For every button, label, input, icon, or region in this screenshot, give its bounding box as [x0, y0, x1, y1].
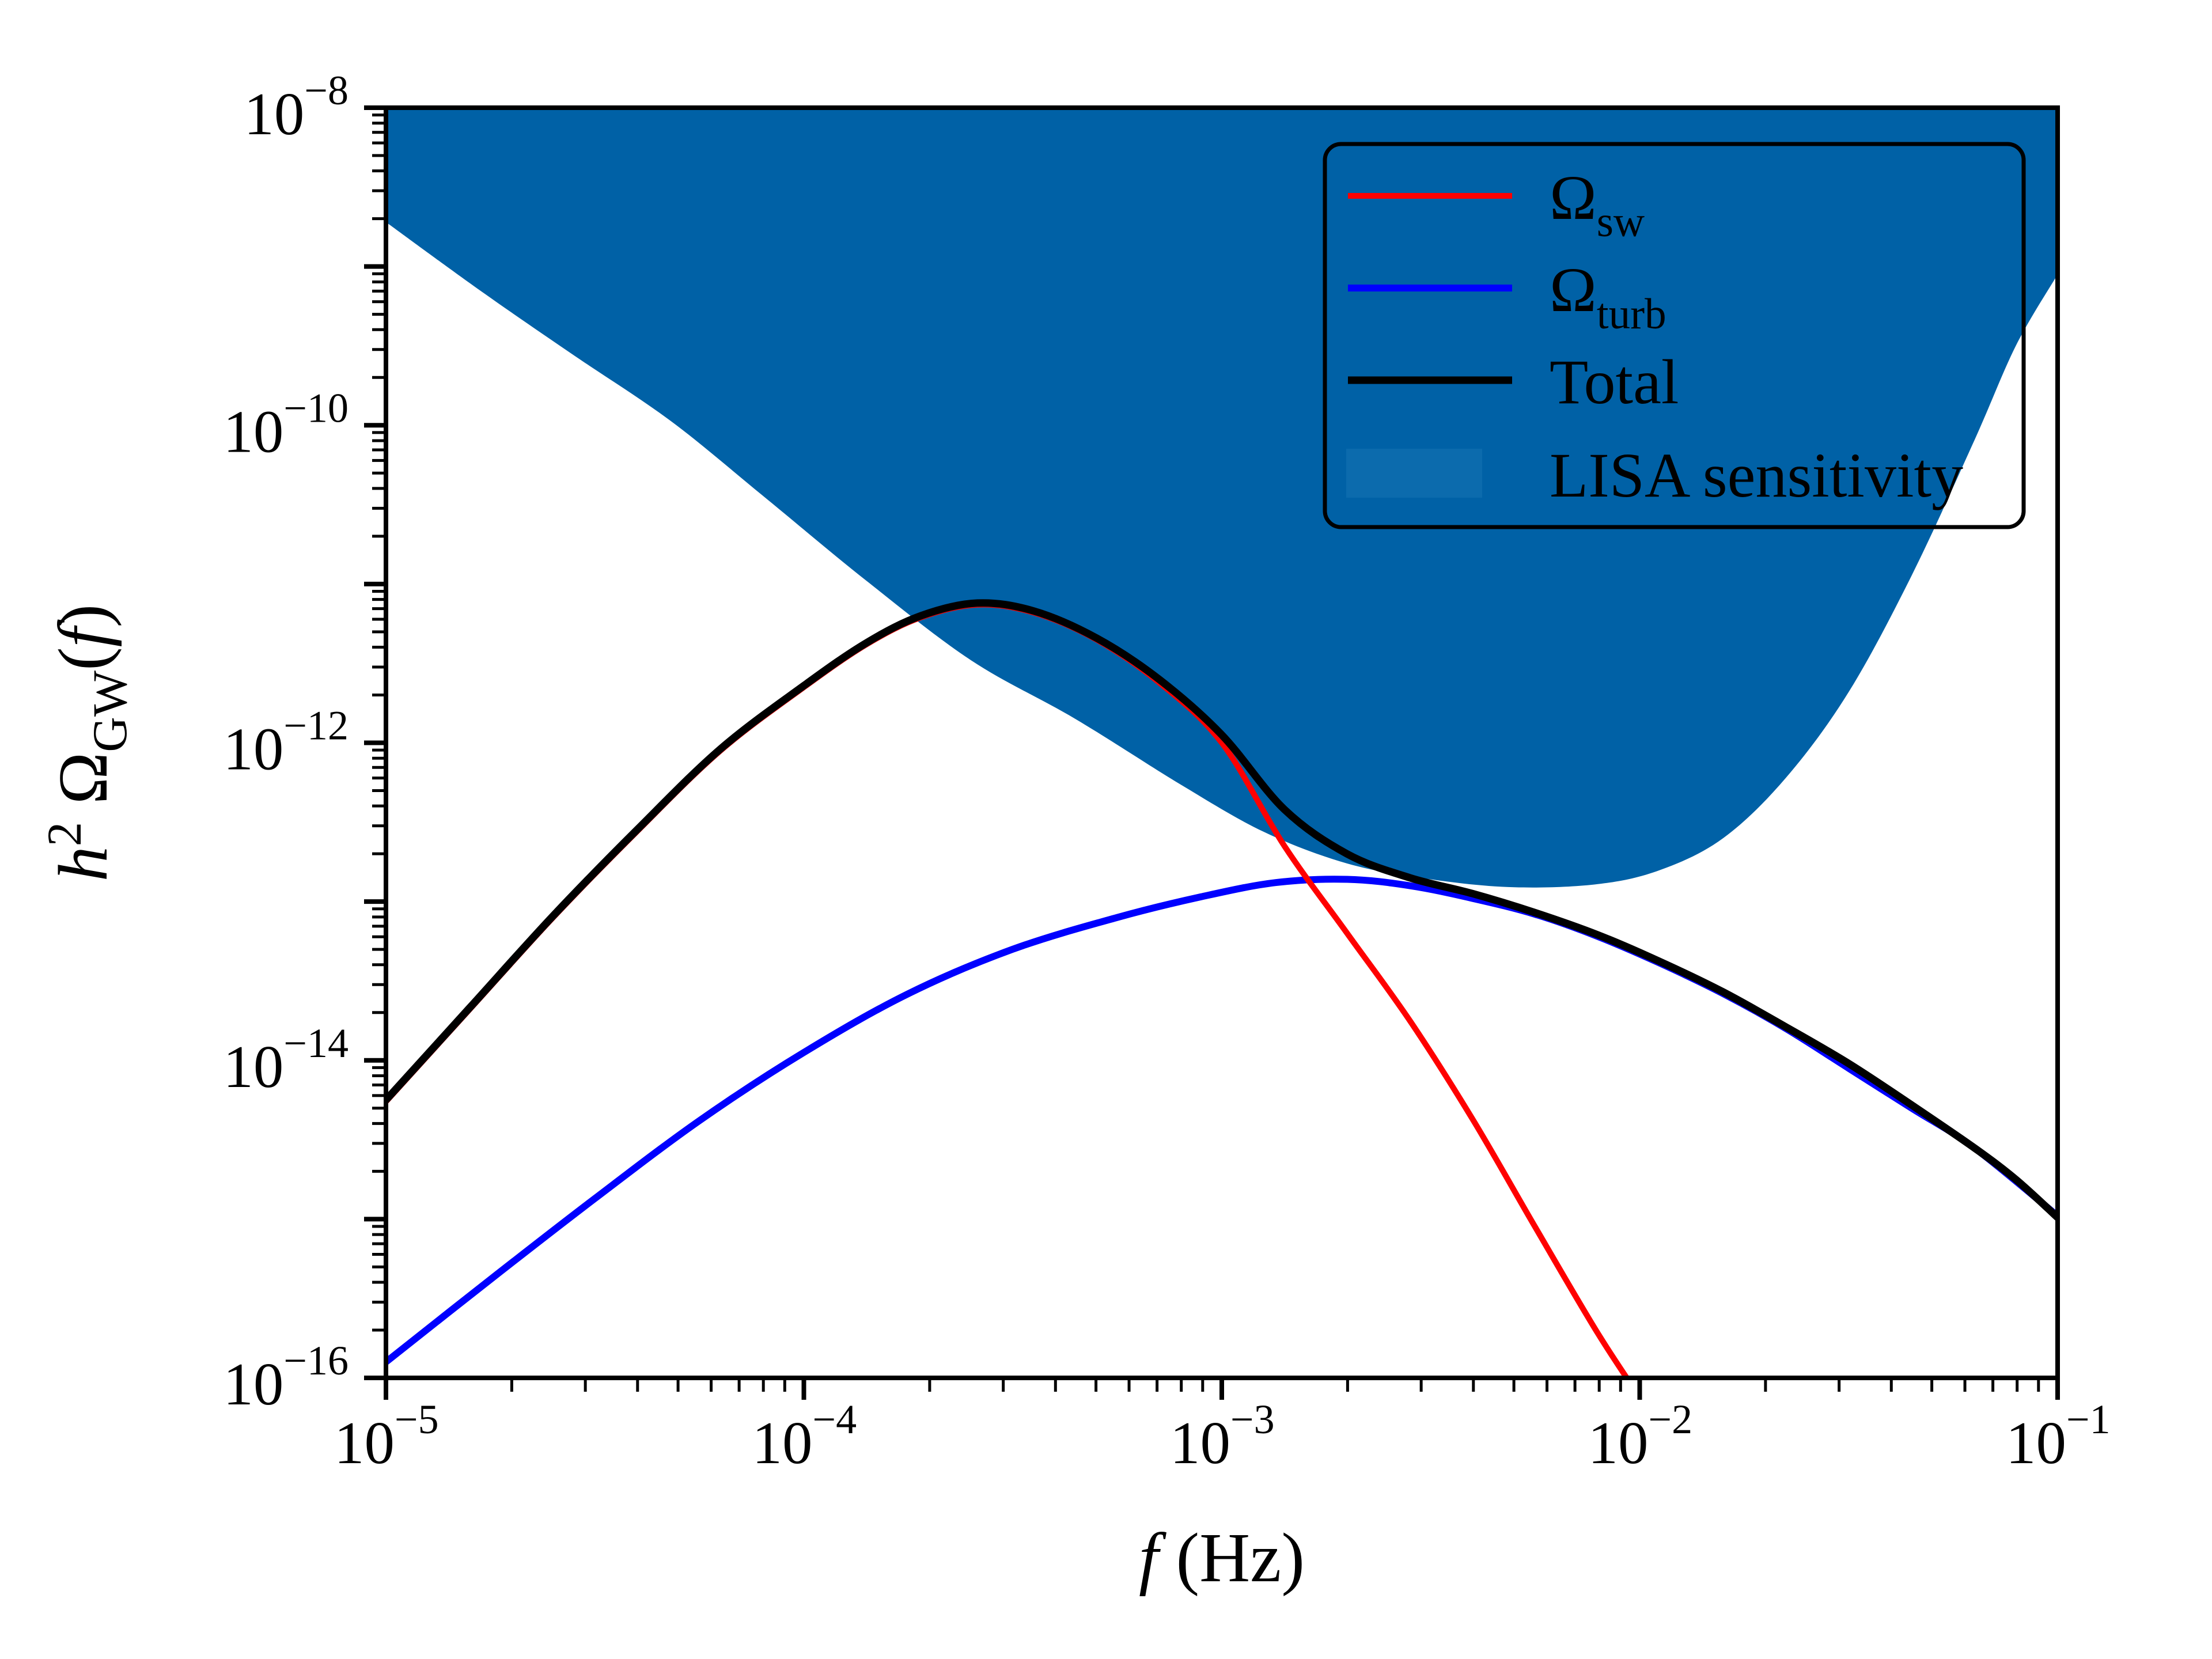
tick-label-exponent: −4	[813, 1396, 857, 1442]
y-axis-label: h2 ΩGW(f)	[37, 604, 137, 881]
legend-label: Total	[1550, 347, 1679, 417]
ticks	[364, 105, 2060, 1400]
tick-label-exponent: −1	[2066, 1396, 2111, 1442]
axis-label-part: )	[44, 604, 122, 628]
x-tick-label: 10−3	[1170, 1396, 1275, 1476]
tick-label-base: 10	[752, 1409, 813, 1476]
tick-label-exponent: −14	[283, 1020, 349, 1066]
axis-label-part: h	[44, 846, 122, 881]
legend-label-sub: turb	[1597, 290, 1666, 338]
tick-label-exponent: −12	[283, 703, 349, 749]
lisa-sensitivity-region	[386, 108, 2058, 888]
y-tick-label: 10−16	[223, 1338, 349, 1418]
tick-label-base: 10	[1170, 1409, 1230, 1476]
y-tick-label: 10−14	[223, 1020, 349, 1100]
y-tick-label: 10−10	[223, 385, 349, 465]
legend-label: Ωturb	[1550, 255, 1666, 338]
legend-label: LISA sensitivity	[1550, 440, 1963, 510]
tick-label-exponent: −10	[283, 385, 349, 431]
axis-label-part: (Hz)	[1158, 1519, 1305, 1597]
legend-label-main: Total	[1550, 347, 1679, 417]
axis-label-part: GW	[83, 670, 137, 752]
legend-label-main: Ω	[1550, 255, 1597, 325]
tick-label-exponent: −8	[304, 67, 349, 113]
tick-label-base: 10	[334, 1409, 395, 1476]
plot-area	[386, 108, 2058, 1378]
tick-label-base: 10	[223, 1350, 283, 1418]
tick-label-base: 10	[223, 715, 283, 783]
tick-label-exponent: −16	[283, 1338, 349, 1384]
x-tick-label: 10−4	[752, 1396, 857, 1476]
legend-label-main: LISA sensitivity	[1550, 440, 1963, 510]
x-axis-label: f (Hz)	[1139, 1519, 1305, 1597]
axis-label-part: 2	[37, 822, 92, 847]
tick-label-base: 10	[223, 1033, 283, 1100]
plot-spines	[384, 105, 2060, 1380]
tick-label-base: 10	[244, 80, 304, 147]
tick-label-base: 10	[223, 397, 283, 465]
legend-label: Ωsw	[1550, 162, 1645, 246]
tick-label-exponent: −5	[395, 1396, 439, 1442]
legend-label-main: Ω	[1550, 162, 1597, 233]
tick-label-base: 10	[1588, 1409, 1649, 1476]
x-tick-label: 10−1	[2006, 1396, 2111, 1476]
y-tick-label: 10−12	[223, 703, 349, 783]
legend-patch-lisa	[1346, 449, 1482, 498]
x-tick-label: 10−5	[334, 1396, 439, 1476]
tick-label-base: 10	[2006, 1409, 2066, 1476]
tick-label-exponent: −2	[1649, 1396, 1693, 1442]
axis-label-part: (	[44, 647, 122, 671]
axis-label-part: Ω	[44, 752, 122, 822]
legend-label-sub: sw	[1597, 198, 1645, 246]
x-tick-label: 10−2	[1588, 1396, 1693, 1476]
tick-label-exponent: −3	[1230, 1396, 1275, 1442]
legend-box	[1323, 142, 2026, 529]
total-curve	[386, 599, 2058, 1222]
y-tick-label: 10−8	[244, 67, 349, 147]
